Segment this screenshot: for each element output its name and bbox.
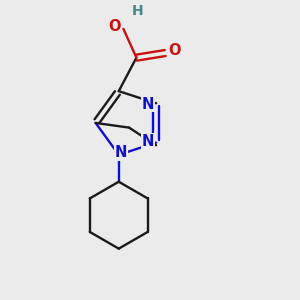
Text: O: O [168,43,181,58]
Text: N: N [114,146,127,160]
Text: N: N [142,97,154,112]
Text: H: H [131,4,143,18]
Text: O: O [108,19,120,34]
Text: N: N [142,134,154,149]
